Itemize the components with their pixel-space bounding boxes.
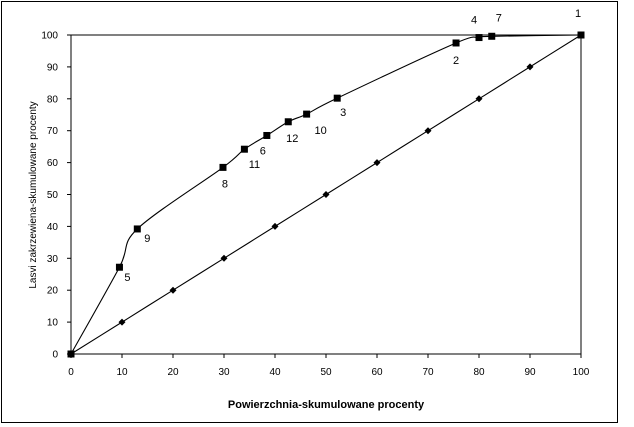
x-tick-label: 50 (320, 367, 332, 378)
y-tick-label: 100 (41, 31, 58, 42)
x-tick-label: 70 (422, 367, 434, 378)
point-label: 1 (575, 8, 581, 20)
x-tick-label: 0 (68, 367, 74, 378)
diamond-marker (475, 95, 483, 103)
x-tick-label: 40 (269, 367, 281, 378)
y-tick-label: 40 (47, 222, 59, 233)
diamond-marker (220, 254, 228, 262)
point-label: 5 (124, 272, 130, 284)
point-label: 4 (471, 15, 477, 27)
y-tick-labels: 0 10 20 30 40 50 60 70 80 90 100 (41, 31, 58, 361)
square-marker (475, 34, 483, 42)
point-label: 2 (453, 55, 459, 67)
diamond-marker (577, 31, 585, 39)
x-tick-labels: 0 10 20 30 40 50 60 70 80 90 100 (68, 367, 590, 378)
y-axis-title: Lasvi zakrzewiena-skumulowane procenty (28, 101, 39, 288)
axes (67, 34, 582, 358)
y-tick-label: 70 (47, 126, 59, 137)
y-tick-label: 20 (47, 286, 59, 297)
diamond-marker (322, 191, 330, 198)
diamond-marker (118, 318, 126, 326)
x-tick-label: 10 (116, 367, 128, 378)
y-tick-label: 10 (47, 318, 59, 329)
y-tick-label: 90 (47, 62, 59, 73)
square-marker (133, 225, 141, 233)
markers (67, 31, 585, 358)
diamond-marker (526, 63, 534, 71)
square-marker (303, 110, 311, 118)
diamond-marker (67, 350, 75, 358)
y-tick-label: 60 (47, 158, 59, 169)
point-label: 11 (249, 159, 260, 171)
point-label: 8 (222, 178, 228, 190)
square-marker (488, 32, 496, 40)
square-marker (240, 145, 248, 153)
point-label: 3 (340, 107, 346, 119)
square-marker (115, 263, 123, 271)
point-labels: 5 9 8 116 12 10 3 2 4 7 1 (124, 8, 581, 284)
point-label: 7 (496, 12, 502, 24)
point-label: 6 (260, 145, 266, 157)
x-tick-label: 60 (371, 367, 383, 378)
diamond-marker (169, 286, 177, 294)
y-tick-label: 50 (47, 190, 59, 201)
x-tick-label: 30 (218, 367, 230, 378)
y-tick-label: 80 (47, 94, 59, 105)
chart-frame (1, 1, 618, 423)
y-tick-label: 30 (47, 254, 59, 265)
x-tick-label: 20 (167, 367, 179, 378)
square-marker (333, 94, 341, 102)
point-label: 9 (144, 233, 150, 245)
point-label: 12 (286, 133, 298, 145)
diamond-marker (373, 159, 381, 167)
x-tick-label: 90 (524, 367, 536, 378)
x-axis-title: Powierzchnia-skumulowane procenty (228, 399, 425, 411)
square-marker (219, 163, 227, 171)
square-marker (452, 39, 460, 47)
diamond-marker (271, 222, 279, 230)
point-label: 10 (314, 125, 326, 137)
x-tick-label: 80 (473, 367, 485, 378)
square-marker (263, 131, 271, 139)
square-marker (284, 118, 292, 126)
diamond-marker (424, 127, 432, 135)
y-tick-label: 0 (52, 350, 58, 361)
x-tick-label: 100 (573, 367, 590, 378)
